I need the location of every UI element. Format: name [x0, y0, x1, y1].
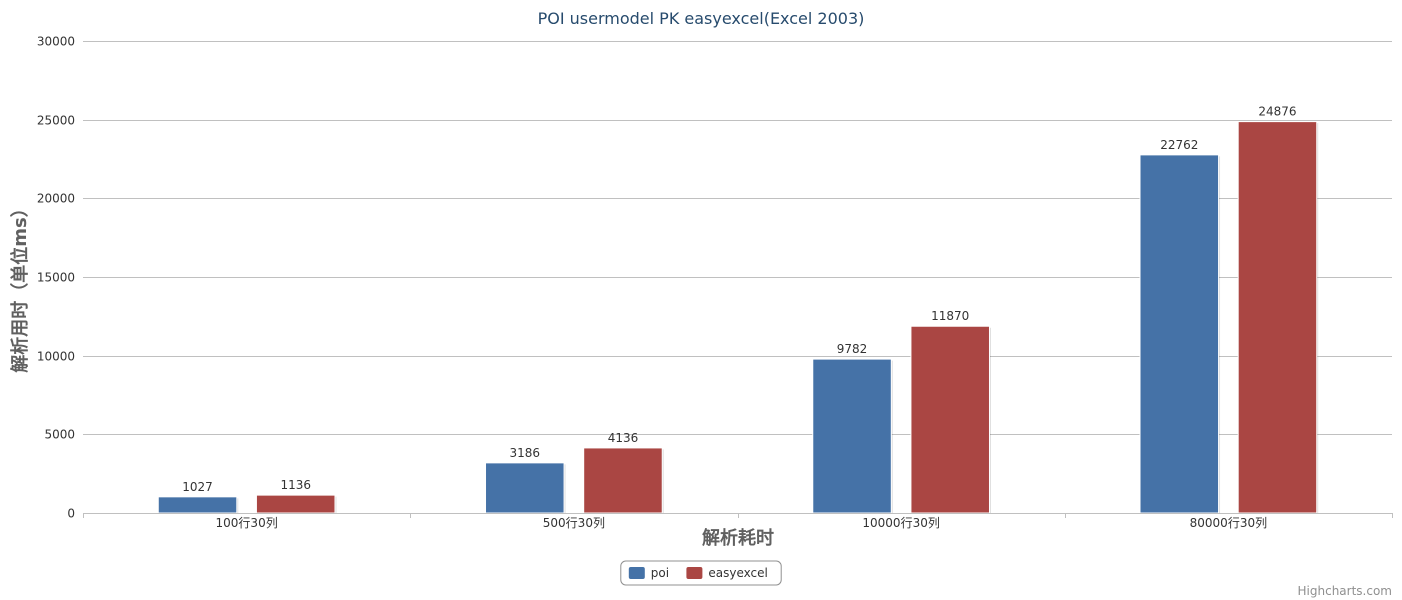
x-tick-label: 80000行30列 — [1190, 516, 1267, 530]
y-tick-label: 30000 — [37, 35, 75, 49]
bar-poi[interactable] — [812, 358, 892, 514]
data-label: 1136 — [280, 478, 311, 492]
y-tick-label: 25000 — [37, 114, 75, 128]
data-label: 9782 — [837, 342, 868, 356]
x-tick-label: 100行30列 — [216, 516, 278, 530]
data-label: 3186 — [510, 446, 541, 460]
bar-easyexcel[interactable] — [583, 447, 663, 514]
bar-poi[interactable] — [157, 496, 238, 514]
bar-easyexcel[interactable] — [255, 494, 336, 514]
y-tick-label: 0 — [67, 507, 75, 521]
y-axis: 0 5000 10000 15000 20000 25000 30000 — [37, 35, 75, 521]
data-label: 11870 — [931, 309, 969, 323]
data-label: 24876 — [1258, 105, 1296, 119]
legend: poi easyexcel — [620, 560, 782, 586]
data-label: 22762 — [1160, 138, 1198, 152]
x-axis: 100行30列 500行30列 10000行30列 80000行30列 — [83, 513, 1393, 530]
y-tick-label: 15000 — [37, 271, 75, 285]
bar-poi[interactable] — [485, 462, 565, 514]
credits-link[interactable]: Highcharts.com — [1298, 584, 1392, 598]
legend-swatch-poi[interactable] — [628, 567, 645, 579]
data-label: 4136 — [608, 431, 639, 445]
bar-easyexcel[interactable] — [1237, 121, 1318, 514]
legend-swatch-easyexcel[interactable] — [686, 567, 703, 579]
y-tick-label: 10000 — [37, 350, 75, 364]
data-label: 1027 — [182, 480, 213, 494]
legend-item-poi[interactable]: poi — [651, 566, 669, 580]
legend-item-easyexcel[interactable]: easyexcel — [708, 566, 767, 580]
x-tick-label: 10000行30列 — [862, 516, 939, 530]
data-labels: 1027 3186 9782 22762 1136 4136 11870 24876 — [182, 105, 1296, 494]
x-axis-title: 解析耗时 — [702, 527, 774, 549]
bar-series — [157, 121, 1319, 514]
y-tick-label: 5000 — [44, 428, 75, 442]
chart-title: POI usermodel PK easyexcel(Excel 2003) — [538, 9, 865, 28]
bar-poi[interactable] — [1139, 154, 1220, 514]
bar-easyexcel[interactable] — [910, 325, 990, 514]
x-tick-label: 500行30列 — [543, 516, 605, 530]
y-axis-title: 解析用时（单位ms） — [9, 199, 31, 372]
y-tick-label: 20000 — [37, 192, 75, 206]
